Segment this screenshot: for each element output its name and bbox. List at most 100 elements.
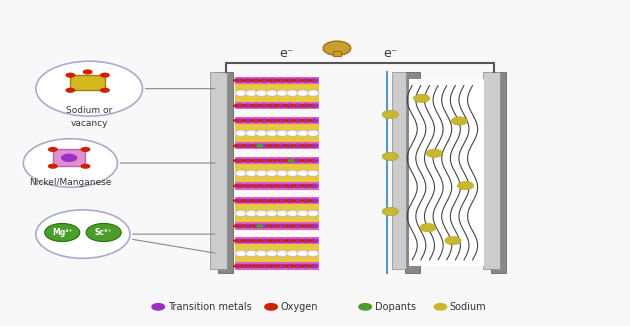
Circle shape — [294, 199, 302, 203]
Circle shape — [299, 211, 307, 215]
Circle shape — [278, 131, 286, 135]
Circle shape — [233, 79, 239, 82]
Circle shape — [273, 184, 280, 187]
Circle shape — [285, 239, 294, 243]
FancyBboxPatch shape — [235, 237, 319, 244]
Circle shape — [307, 159, 313, 162]
Circle shape — [265, 304, 277, 310]
Circle shape — [236, 118, 244, 123]
Circle shape — [236, 143, 244, 148]
Circle shape — [276, 250, 289, 257]
FancyBboxPatch shape — [210, 72, 227, 269]
Circle shape — [299, 144, 306, 147]
Circle shape — [256, 224, 263, 228]
Circle shape — [277, 103, 285, 108]
Circle shape — [302, 224, 311, 228]
Circle shape — [310, 199, 319, 203]
Circle shape — [290, 224, 296, 228]
Circle shape — [266, 104, 272, 107]
Circle shape — [299, 104, 306, 107]
Circle shape — [252, 264, 261, 268]
Circle shape — [260, 158, 269, 163]
Circle shape — [235, 130, 247, 136]
Circle shape — [258, 131, 266, 135]
Circle shape — [302, 199, 311, 203]
Circle shape — [258, 211, 266, 215]
Circle shape — [283, 224, 289, 228]
Circle shape — [266, 199, 272, 202]
Circle shape — [241, 224, 246, 228]
Circle shape — [299, 91, 307, 95]
Circle shape — [283, 79, 289, 82]
Circle shape — [285, 199, 294, 203]
Circle shape — [255, 170, 268, 176]
Circle shape — [283, 199, 289, 202]
Circle shape — [277, 224, 285, 228]
Circle shape — [273, 239, 280, 243]
Circle shape — [233, 199, 239, 202]
Circle shape — [310, 103, 319, 108]
Circle shape — [268, 143, 277, 148]
Circle shape — [302, 158, 311, 163]
Circle shape — [294, 239, 302, 243]
Circle shape — [235, 90, 247, 96]
Circle shape — [297, 90, 309, 96]
Circle shape — [307, 239, 313, 243]
Circle shape — [310, 224, 319, 228]
Circle shape — [266, 159, 272, 162]
Circle shape — [245, 210, 258, 216]
Circle shape — [260, 239, 269, 243]
Circle shape — [278, 251, 286, 256]
FancyBboxPatch shape — [235, 182, 319, 189]
Circle shape — [289, 251, 297, 256]
FancyBboxPatch shape — [404, 72, 420, 273]
Circle shape — [290, 184, 296, 187]
Circle shape — [299, 171, 307, 175]
Circle shape — [83, 69, 93, 75]
Circle shape — [66, 88, 76, 93]
Circle shape — [258, 171, 266, 175]
Circle shape — [294, 103, 302, 108]
Circle shape — [273, 119, 280, 122]
Circle shape — [268, 118, 277, 123]
Text: e⁻: e⁻ — [383, 47, 398, 60]
Circle shape — [244, 264, 253, 268]
Circle shape — [266, 239, 272, 243]
Circle shape — [268, 184, 277, 188]
Circle shape — [252, 78, 261, 83]
Circle shape — [294, 118, 302, 123]
Circle shape — [285, 184, 294, 188]
Circle shape — [302, 78, 311, 83]
Circle shape — [268, 199, 277, 203]
Circle shape — [241, 264, 246, 268]
Circle shape — [426, 149, 442, 157]
Circle shape — [252, 239, 261, 243]
Circle shape — [290, 104, 296, 107]
FancyBboxPatch shape — [491, 72, 507, 273]
Circle shape — [244, 118, 253, 123]
Circle shape — [309, 211, 317, 215]
Circle shape — [307, 90, 319, 96]
Circle shape — [241, 184, 246, 187]
Circle shape — [307, 199, 313, 202]
Circle shape — [233, 144, 239, 147]
Circle shape — [434, 304, 447, 310]
Text: Mg²⁺: Mg²⁺ — [52, 228, 72, 237]
Circle shape — [382, 207, 398, 216]
Circle shape — [266, 210, 278, 216]
Circle shape — [307, 130, 319, 136]
Circle shape — [309, 91, 317, 95]
Circle shape — [237, 91, 245, 95]
FancyBboxPatch shape — [391, 72, 406, 269]
Circle shape — [302, 239, 311, 243]
Circle shape — [233, 224, 239, 228]
Circle shape — [255, 210, 268, 216]
Circle shape — [152, 304, 164, 310]
FancyBboxPatch shape — [235, 204, 319, 222]
Circle shape — [277, 199, 285, 203]
Text: Nickel/Manganese: Nickel/Manganese — [29, 178, 112, 187]
Circle shape — [299, 199, 306, 202]
FancyBboxPatch shape — [235, 222, 319, 230]
Circle shape — [302, 118, 311, 123]
Circle shape — [249, 224, 256, 228]
